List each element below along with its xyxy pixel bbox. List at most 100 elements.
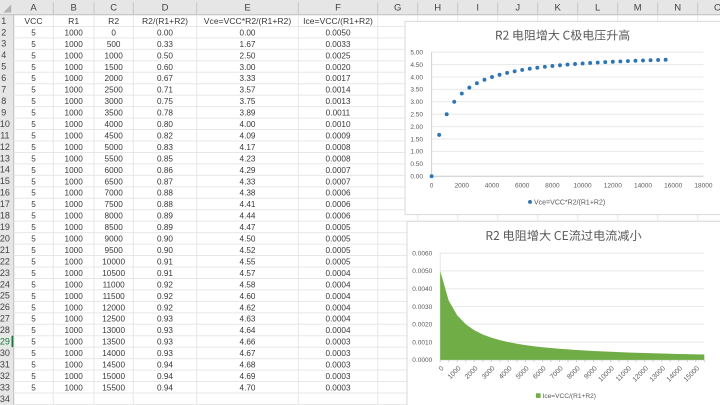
svg-text:3.57: 3.57 bbox=[240, 86, 256, 95]
svg-text:4.55: 4.55 bbox=[240, 257, 256, 266]
svg-text:1000: 1000 bbox=[65, 246, 84, 255]
svg-text:3: 3 bbox=[1, 39, 6, 49]
svg-text:14: 14 bbox=[0, 165, 10, 175]
svg-text:7: 7 bbox=[1, 85, 6, 95]
svg-text:19: 19 bbox=[0, 222, 10, 232]
svg-text:0.87: 0.87 bbox=[157, 177, 173, 186]
svg-text:5: 5 bbox=[31, 338, 36, 347]
svg-text:0.0005: 0.0005 bbox=[325, 246, 350, 255]
svg-text:0.88: 0.88 bbox=[157, 200, 173, 209]
svg-text:4.00: 4.00 bbox=[410, 74, 423, 81]
svg-text:5: 5 bbox=[31, 235, 36, 244]
svg-text:0.86: 0.86 bbox=[157, 166, 173, 175]
svg-text:VCC: VCC bbox=[24, 16, 42, 26]
svg-text:5.00: 5.00 bbox=[410, 50, 423, 57]
svg-text:11500: 11500 bbox=[103, 292, 126, 301]
svg-text:5: 5 bbox=[31, 200, 36, 209]
svg-text:4.44: 4.44 bbox=[240, 212, 256, 221]
svg-text:6000: 6000 bbox=[105, 166, 124, 175]
svg-text:5: 5 bbox=[31, 86, 36, 95]
svg-text:0.33: 0.33 bbox=[157, 40, 173, 49]
svg-text:0.0033: 0.0033 bbox=[325, 40, 350, 49]
svg-text:13000: 13000 bbox=[102, 326, 125, 335]
svg-text:1000: 1000 bbox=[65, 292, 84, 301]
svg-text:1000: 1000 bbox=[65, 315, 84, 324]
svg-text:0.0011: 0.0011 bbox=[326, 109, 351, 118]
svg-text:0.0004: 0.0004 bbox=[325, 292, 350, 301]
svg-text:5: 5 bbox=[31, 361, 36, 370]
svg-text:0.0010: 0.0010 bbox=[412, 339, 432, 346]
svg-text:0.0060: 0.0060 bbox=[412, 250, 432, 257]
svg-text:15000: 15000 bbox=[102, 372, 125, 381]
svg-text:0.0050: 0.0050 bbox=[412, 268, 432, 275]
svg-text:0.89: 0.89 bbox=[157, 212, 173, 221]
svg-text:1.00: 1.00 bbox=[410, 149, 423, 156]
svg-text:0.0000: 0.0000 bbox=[412, 357, 432, 364]
svg-text:1000: 1000 bbox=[65, 86, 84, 95]
svg-text:12500: 12500 bbox=[102, 315, 125, 324]
svg-text:1000: 1000 bbox=[65, 40, 84, 49]
svg-text:11: 11 bbox=[0, 130, 9, 140]
svg-text:0.0017: 0.0017 bbox=[325, 74, 350, 83]
svg-text:0.88: 0.88 bbox=[157, 189, 173, 198]
svg-text:1000: 1000 bbox=[65, 349, 84, 358]
svg-text:0.91: 0.91 bbox=[157, 257, 173, 266]
svg-text:0.0007: 0.0007 bbox=[325, 166, 350, 175]
svg-text:4.47: 4.47 bbox=[240, 223, 256, 232]
svg-text:5: 5 bbox=[31, 28, 36, 37]
svg-text:5: 5 bbox=[31, 166, 36, 175]
svg-text:12000: 12000 bbox=[102, 303, 125, 312]
svg-text:6000: 6000 bbox=[515, 183, 530, 190]
svg-text:8500: 8500 bbox=[105, 223, 124, 232]
svg-text:0: 0 bbox=[111, 28, 116, 37]
svg-text:1000: 1000 bbox=[65, 303, 84, 312]
svg-text:0.00: 0.00 bbox=[157, 28, 173, 37]
svg-text:1000: 1000 bbox=[65, 223, 84, 232]
svg-text:18: 18 bbox=[0, 211, 10, 221]
svg-text:0.0003: 0.0003 bbox=[325, 338, 350, 347]
svg-text:R2/(R1+R2): R2/(R1+R2) bbox=[142, 16, 188, 26]
svg-text:500: 500 bbox=[107, 40, 121, 49]
svg-text:A: A bbox=[30, 2, 37, 13]
svg-text:0.0004: 0.0004 bbox=[325, 269, 350, 278]
svg-text:1000: 1000 bbox=[65, 372, 84, 381]
svg-text:1000: 1000 bbox=[65, 109, 84, 118]
svg-text:D: D bbox=[162, 2, 169, 13]
svg-text:E: E bbox=[244, 2, 250, 13]
svg-text:0.0050: 0.0050 bbox=[325, 28, 350, 37]
svg-text:0.0020: 0.0020 bbox=[412, 322, 432, 329]
svg-text:1000: 1000 bbox=[65, 361, 84, 370]
svg-text:B: B bbox=[70, 2, 76, 13]
svg-text:5: 5 bbox=[31, 212, 36, 221]
svg-text:4.62: 4.62 bbox=[240, 303, 256, 312]
svg-text:2.00: 2.00 bbox=[410, 124, 423, 131]
svg-text:K: K bbox=[555, 2, 562, 13]
svg-text:0.85: 0.85 bbox=[157, 154, 173, 163]
svg-text:22: 22 bbox=[0, 256, 10, 266]
svg-text:4.29: 4.29 bbox=[240, 166, 256, 175]
svg-text:1000: 1000 bbox=[65, 269, 84, 278]
svg-text:C: C bbox=[110, 2, 117, 13]
svg-text:1000: 1000 bbox=[65, 200, 84, 209]
svg-text:0.0003: 0.0003 bbox=[325, 361, 350, 370]
svg-text:1000: 1000 bbox=[65, 189, 84, 198]
svg-text:0: 0 bbox=[430, 183, 434, 190]
svg-text:1000: 1000 bbox=[65, 257, 84, 266]
svg-text:5: 5 bbox=[31, 40, 36, 49]
svg-text:18000: 18000 bbox=[694, 183, 712, 190]
svg-text:0.0006: 0.0006 bbox=[325, 189, 350, 198]
svg-text:2: 2 bbox=[1, 27, 6, 37]
svg-text:4.64: 4.64 bbox=[240, 326, 256, 335]
svg-text:0.0006: 0.0006 bbox=[325, 212, 350, 221]
svg-text:5: 5 bbox=[31, 154, 36, 163]
svg-text:5: 5 bbox=[31, 280, 36, 289]
svg-text:1000: 1000 bbox=[65, 63, 84, 72]
svg-text:1: 1 bbox=[1, 16, 6, 26]
svg-text:1000: 1000 bbox=[65, 326, 84, 335]
svg-text:J: J bbox=[515, 2, 520, 13]
svg-text:0.0003: 0.0003 bbox=[325, 383, 350, 392]
svg-text:9500: 9500 bbox=[105, 246, 124, 255]
svg-text:5: 5 bbox=[31, 223, 36, 232]
svg-text:1000: 1000 bbox=[65, 51, 84, 60]
svg-text:0.0008: 0.0008 bbox=[325, 143, 350, 152]
